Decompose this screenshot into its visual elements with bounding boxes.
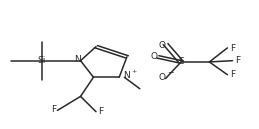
- Text: N: N: [124, 71, 130, 80]
- Text: +: +: [132, 69, 137, 74]
- Text: Si: Si: [38, 56, 46, 65]
- Text: −: −: [168, 68, 174, 77]
- Text: O: O: [158, 41, 165, 50]
- Text: O: O: [158, 73, 165, 82]
- Text: F: F: [235, 55, 240, 64]
- Text: F: F: [98, 107, 103, 116]
- Text: N: N: [75, 55, 81, 64]
- Text: S: S: [178, 57, 184, 66]
- Text: F: F: [230, 70, 235, 79]
- Text: F: F: [230, 44, 235, 53]
- Text: O: O: [150, 52, 157, 61]
- Text: F: F: [51, 105, 56, 114]
